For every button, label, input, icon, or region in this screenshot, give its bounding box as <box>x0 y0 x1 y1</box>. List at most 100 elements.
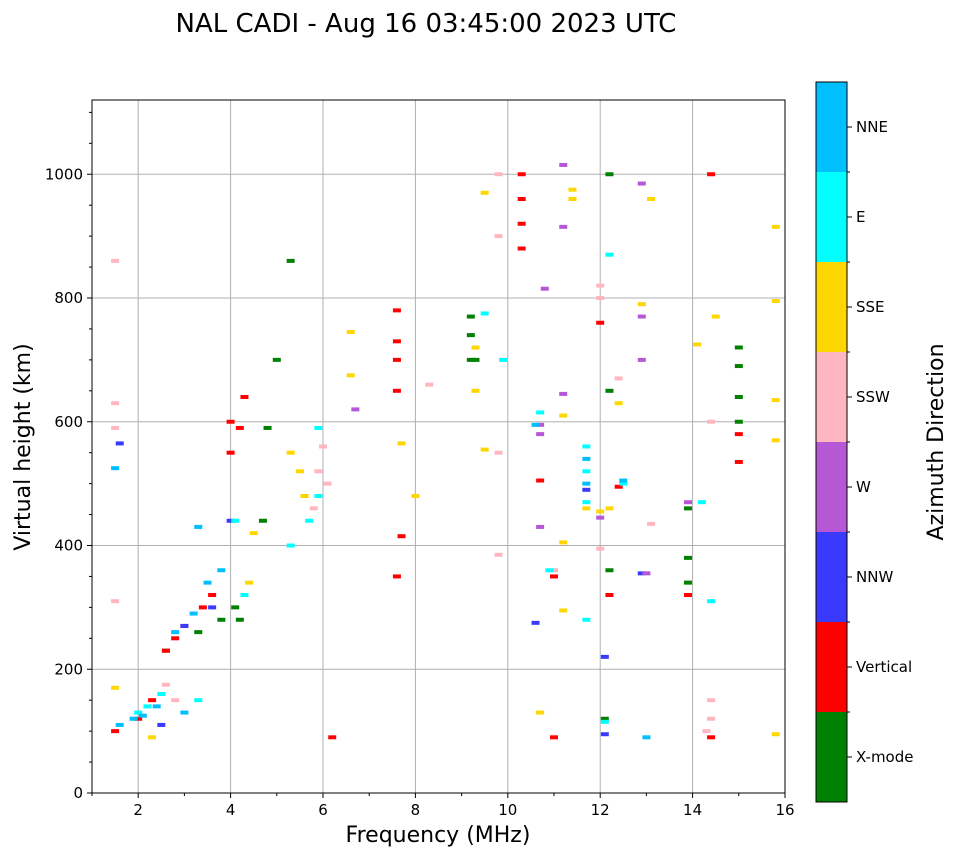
data-point-nnw <box>226 518 235 523</box>
data-point-x-mode <box>683 506 692 511</box>
data-point-w <box>559 391 568 396</box>
x-tick-label: 4 <box>226 801 236 819</box>
data-point-sse <box>148 735 157 740</box>
data-point-vertical <box>198 605 207 610</box>
data-point-sse <box>568 187 577 192</box>
data-point-sse <box>286 450 295 455</box>
data-point-x-mode <box>217 617 226 622</box>
data-point-e <box>286 543 295 548</box>
data-point-nne <box>152 704 161 709</box>
data-point-ssw <box>596 296 605 300</box>
data-point-nnw <box>157 722 166 727</box>
data-point-ssw <box>111 599 120 604</box>
data-point-nne <box>138 713 147 718</box>
data-point-vertical <box>392 339 401 344</box>
data-point-sse <box>245 580 254 585</box>
data-point-nnw <box>600 654 609 659</box>
colorbar: X-mode Vertical NNW W SSW SSE E NNE <box>815 81 913 803</box>
data-point-ssw <box>494 552 503 557</box>
data-point-x-mode <box>466 333 475 338</box>
data-point-vertical <box>707 172 716 177</box>
data-point-e <box>134 710 143 715</box>
data-point-x-mode <box>734 364 743 369</box>
data-point-x-mode <box>734 345 743 350</box>
data-point-x-mode <box>466 357 475 362</box>
data-point-w <box>351 407 360 412</box>
data-point-vertical <box>683 593 692 597</box>
data-point-sse <box>614 401 623 406</box>
data-point-w <box>637 181 646 186</box>
data-point-vertical <box>226 419 235 424</box>
data-point-nne <box>582 481 591 486</box>
data-point-sse <box>693 342 702 347</box>
colorbar-segment <box>816 352 847 442</box>
data-point-sse <box>480 190 489 195</box>
data-point-vertical <box>517 246 526 251</box>
data-point-x-mode <box>194 630 203 635</box>
data-point-x-mode <box>231 605 240 610</box>
chart-title: NAL CADI - Aug 16 03:45:00 2023 UTC <box>176 9 677 39</box>
data-point-sse <box>637 302 646 307</box>
x-tick-label: 6 <box>318 801 328 819</box>
colorbar-tick-label: Vertical <box>856 658 912 676</box>
data-point-nne <box>180 710 189 715</box>
data-points <box>111 162 780 740</box>
data-point-ssw <box>647 521 656 526</box>
data-point-vertical <box>392 308 401 313</box>
data-point-vertical <box>240 395 249 399</box>
data-point-vertical <box>148 698 157 703</box>
data-point-sse <box>596 509 605 514</box>
data-point-sse <box>559 540 568 545</box>
data-point-w <box>637 357 646 362</box>
data-point-w <box>559 162 568 167</box>
data-point-e <box>545 568 554 573</box>
data-point-vertical <box>536 478 545 483</box>
data-point-vertical <box>614 484 623 489</box>
data-point-vertical <box>550 735 558 740</box>
data-point-vertical <box>707 735 716 740</box>
y-tick-label: 800 <box>54 289 83 307</box>
data-point-vertical <box>517 172 526 177</box>
data-point-w <box>536 524 545 529</box>
data-point-ssw <box>707 716 716 721</box>
data-point-ssw <box>494 450 503 455</box>
data-point-e <box>143 704 152 709</box>
x-tick-label: 10 <box>498 801 517 819</box>
data-point-x-mode <box>235 617 244 622</box>
data-point-sse <box>711 314 720 319</box>
data-point-e <box>314 425 323 430</box>
data-point-vertical <box>208 593 217 597</box>
data-point-x-mode <box>683 580 692 585</box>
data-point-sse <box>559 608 568 613</box>
data-point-vertical <box>397 534 406 539</box>
x-tick-label: 14 <box>683 801 702 819</box>
data-point-e <box>536 410 545 415</box>
data-point-x-mode <box>258 518 267 523</box>
x-tick-label: 12 <box>591 801 610 819</box>
data-point-vertical <box>171 636 180 641</box>
data-point-sse <box>471 345 480 350</box>
data-point-sse <box>568 197 577 201</box>
data-point-ssw <box>494 172 503 177</box>
data-point-vertical <box>392 357 401 362</box>
colorbar-segment <box>816 262 847 352</box>
data-point-nnw <box>180 623 189 628</box>
data-point-x-mode <box>286 258 295 263</box>
data-point-w <box>642 571 651 576</box>
colorbar-tick-label: SSE <box>856 298 885 316</box>
data-point-ssw <box>314 469 323 474</box>
data-point-w <box>536 422 545 427</box>
data-point-vertical <box>134 716 143 721</box>
colorbar-segment <box>816 442 847 532</box>
colorbar-tick-label: SSW <box>856 388 890 406</box>
data-point-ssw <box>596 546 605 551</box>
data-point-e <box>499 357 508 362</box>
data-point-sse <box>771 224 780 229</box>
data-point-e <box>231 518 240 523</box>
data-point-nne <box>129 716 138 721</box>
data-point-nne <box>203 580 212 585</box>
data-point-ssw <box>111 258 120 263</box>
data-point-x-mode <box>471 357 480 362</box>
colorbar-label: Azimuth Direction <box>924 343 949 540</box>
